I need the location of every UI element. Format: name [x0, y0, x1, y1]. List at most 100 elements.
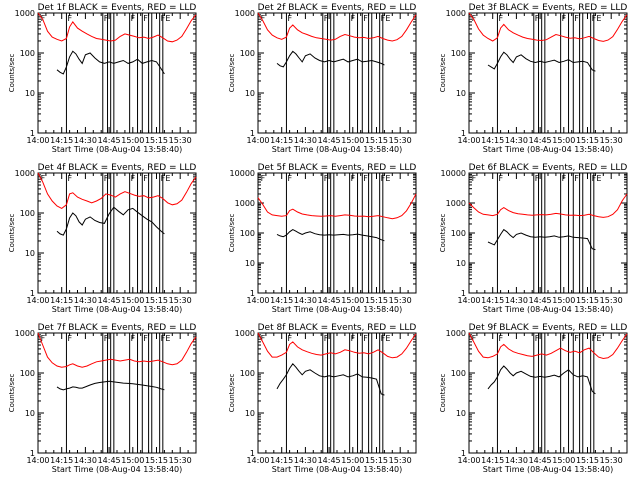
series-line-events — [487, 51, 596, 72]
y-tick-label: 1 — [250, 289, 255, 298]
x-tick-label: 15:00 — [121, 296, 144, 305]
y-tick-label: 1000 — [15, 329, 35, 338]
x-tick-label: 14:15 — [50, 136, 73, 145]
series-line-lld — [37, 12, 197, 43]
x-tick-label: 14:45 — [318, 296, 341, 305]
x-tick-label: 14:30 — [74, 136, 97, 145]
y-tick-label: 10 — [25, 89, 35, 98]
flag-label: F — [161, 174, 166, 183]
y-tick-label: 10 — [456, 409, 466, 418]
series-line-events — [276, 363, 385, 396]
series-line-lld — [257, 332, 417, 359]
plot-frame — [257, 332, 417, 454]
flag-label: F — [104, 334, 109, 343]
x-tick-label: 15:00 — [121, 136, 144, 145]
chart-title: Det 6f BLACK = Events, RED = LLD — [469, 163, 628, 173]
y-tick-label: 1000 — [235, 199, 255, 208]
flag-label: E — [596, 174, 601, 183]
x-tick-label: 14:30 — [74, 456, 97, 465]
y-tick-label: 100 — [451, 229, 466, 238]
x-tick-label: 14:00 — [246, 296, 269, 305]
x-tick-label: 15:30 — [169, 136, 192, 145]
series-line-events — [487, 228, 596, 251]
flag-label: F — [351, 334, 356, 343]
series-line-events — [487, 365, 596, 395]
x-tick-label: 14:30 — [505, 136, 528, 145]
x-tick-label: 15:00 — [552, 136, 575, 145]
flag-label: F — [592, 174, 597, 183]
plot-frame — [37, 332, 197, 454]
chart-panel-4: Det 4f BLACK = Events, RED = LLD Counts/s… — [8, 163, 197, 314]
y-tick-label: 100 — [451, 49, 466, 58]
y-tick-label: 10 — [245, 89, 255, 98]
y-axis-label: Counts/sec — [8, 374, 16, 413]
flag-label: F — [261, 174, 266, 183]
series-line-lld — [37, 332, 197, 368]
x-tick-label: 14:00 — [26, 136, 49, 145]
flag-label: F — [498, 334, 503, 343]
x-tick-label: 14:00 — [457, 456, 480, 465]
chart-panel-2: Det 2f BLACK = Events, RED = LLD Counts/s… — [228, 3, 417, 154]
chart-panel-6: Det 6f BLACK = Events, RED = LLD Counts/s… — [439, 163, 628, 314]
series-line-lld — [468, 332, 628, 360]
y-tick-label: 1000 — [446, 329, 466, 338]
x-tick-label: 15:00 — [341, 136, 364, 145]
chart-title: Det 1f BLACK = Events, RED = LLD — [38, 3, 197, 13]
x-tick-label: 14:00 — [26, 296, 49, 305]
y-tick-label: 100 — [20, 209, 35, 218]
chart-panel-7: Det 7f BLACK = Events, RED = LLD Counts/s… — [8, 323, 197, 474]
y-tick-label: 10 — [245, 409, 255, 418]
chart-title: Det 7f BLACK = Events, RED = LLD — [38, 323, 197, 333]
x-tick-label: 15:15 — [365, 456, 388, 465]
flag-label: F — [287, 14, 292, 23]
x-axis-label: Start Time (08-Aug-04 13:58:40) — [52, 305, 183, 314]
y-tick-label: 100 — [451, 369, 466, 378]
flag-label: F — [67, 174, 72, 183]
series-line-lld — [468, 193, 628, 218]
flag-label: F — [161, 334, 166, 343]
flag-label: F — [41, 14, 46, 23]
x-tick-label: 14:15 — [270, 296, 293, 305]
x-tick-label: 14:45 — [318, 456, 341, 465]
flag-label: F — [324, 14, 329, 23]
plot-frame — [468, 12, 628, 134]
flag-label: F — [287, 334, 292, 343]
series-line-events — [276, 229, 385, 242]
x-tick-label: 15:00 — [341, 456, 364, 465]
x-tick-label: 14:45 — [98, 136, 121, 145]
series-line-lld — [257, 12, 417, 42]
y-tick-label: 1 — [30, 289, 35, 298]
y-tick-label: 100 — [240, 49, 255, 58]
plot-frame — [257, 12, 417, 134]
y-tick-label: 10000 — [441, 169, 466, 178]
x-tick-label: 14:00 — [457, 136, 480, 145]
x-tick-label: 15:30 — [600, 456, 623, 465]
flag-label: F — [562, 334, 567, 343]
flag-label: F — [574, 14, 579, 23]
x-tick-label: 15:30 — [389, 136, 412, 145]
chart-title: Det 4f BLACK = Events, RED = LLD — [38, 163, 197, 173]
y-axis-label: Counts/sec — [228, 54, 236, 93]
series-line-lld — [37, 172, 197, 209]
x-tick-label: 14:45 — [98, 456, 121, 465]
x-tick-label: 14:30 — [505, 456, 528, 465]
flag-label: F — [381, 14, 386, 23]
y-tick-label: 1 — [30, 449, 35, 458]
x-tick-label: 15:00 — [121, 456, 144, 465]
y-tick-label: 1 — [250, 129, 255, 138]
y-axis-label: Counts/sec — [228, 374, 236, 413]
x-tick-label: 14:00 — [457, 296, 480, 305]
flag-label: E — [596, 14, 601, 23]
x-tick-label: 15:15 — [576, 136, 599, 145]
plot-frame — [37, 172, 197, 294]
series-line-events — [276, 50, 385, 68]
flag-label: F — [131, 14, 136, 23]
flag-label: F — [535, 334, 540, 343]
flag-label: E — [385, 14, 390, 23]
chart-title: Det 5f BLACK = Events, RED = LLD — [258, 163, 417, 173]
x-axis-label: Start Time (08-Aug-04 13:58:40) — [272, 305, 403, 314]
flag-label: F — [363, 14, 368, 23]
x-tick-label: 14:30 — [294, 136, 317, 145]
flag-label: F — [592, 334, 597, 343]
